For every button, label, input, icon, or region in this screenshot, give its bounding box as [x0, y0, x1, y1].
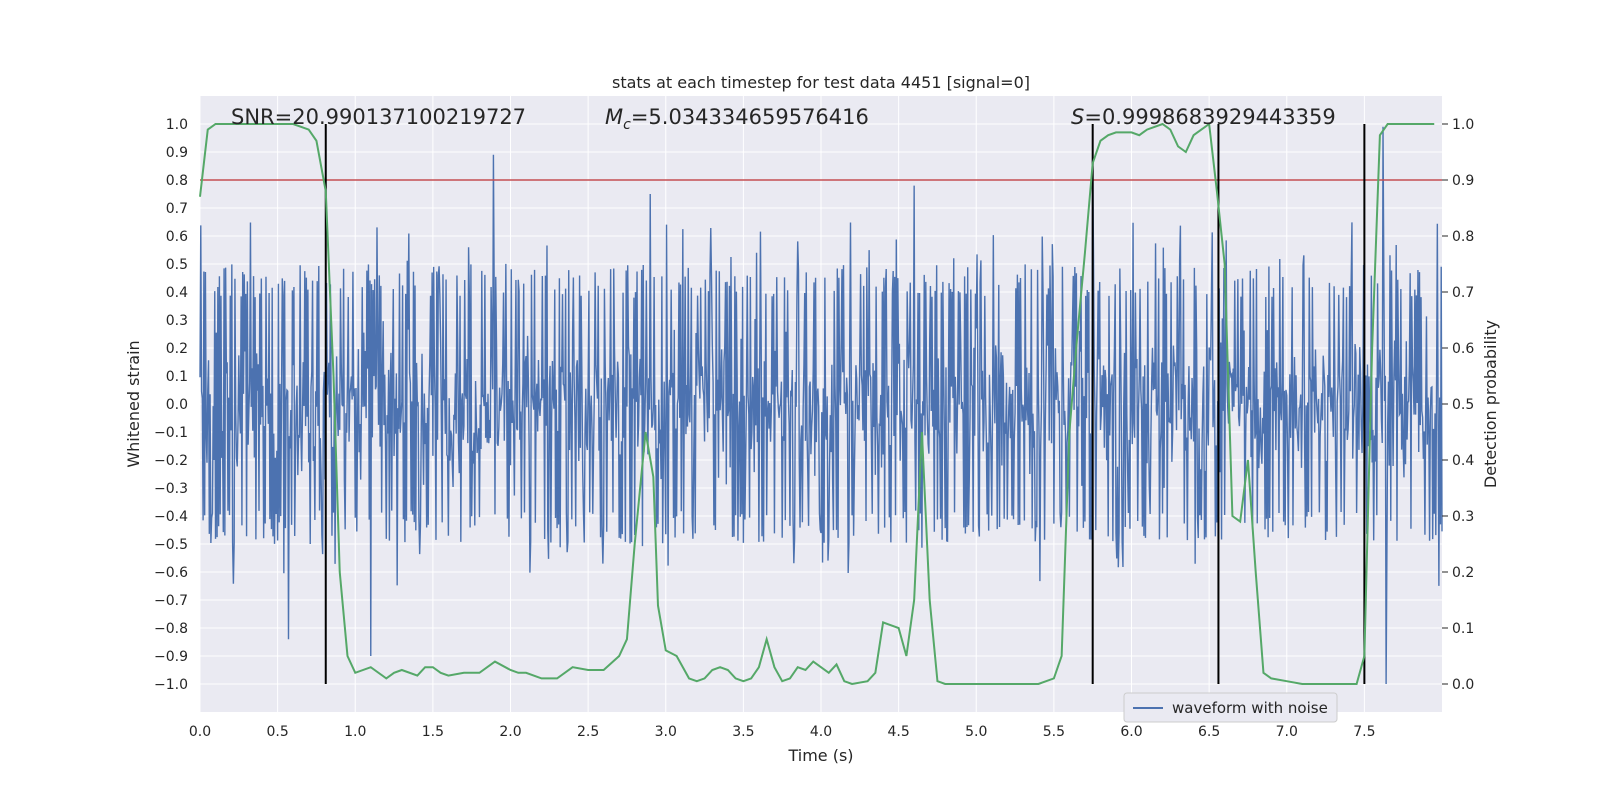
- y-right-tick-label: 0.1: [1452, 621, 1474, 637]
- x-axis-ticks: 0.0 0.5 1.0 1.5 2.0 2.5 3.0 3.5 4.0 4.5 5.0 5.5 6.0 6…: [189, 724, 1376, 740]
- x-tick-label: 5.0: [965, 724, 987, 740]
- y-right-tick-label: 0.8: [1452, 229, 1474, 245]
- y-tick-label: 0.3: [166, 313, 188, 329]
- left-axis-ticks: −1.0 −0.9 −0.8 −0.7 −0.6 −0.5 −0.4 −0.3 −0.2 −0.1…: [154, 117, 188, 693]
- x-tick-label: 4.5: [887, 724, 909, 740]
- x-tick-label: 4.0: [810, 724, 832, 740]
- legend-box: [1123, 692, 1338, 723]
- score-annotation: S=0.9998683929443359: [1071, 105, 1336, 129]
- x-axis-label: Time (s): [787, 746, 853, 765]
- y-tick-label: −0.8: [154, 621, 188, 637]
- legend-label: waveform with noise: [1172, 699, 1328, 717]
- x-tick-label: 3.5: [732, 724, 754, 740]
- chart-title: stats at each timestep for test data 445…: [612, 73, 1030, 92]
- x-tick-label: 6.0: [1120, 724, 1142, 740]
- x-tick-label: 2.0: [499, 724, 521, 740]
- y-right-tick-label: 1.0: [1452, 117, 1474, 133]
- y-right-tick-label: 0.4: [1452, 453, 1474, 469]
- y-tick-label: 0.9: [166, 145, 188, 161]
- y-tick-label: −0.1: [154, 425, 188, 441]
- y-right-tick-label: 0.2: [1452, 565, 1474, 581]
- y-tick-label: 0.8: [166, 173, 188, 189]
- y-tick-label: −0.3: [154, 481, 188, 497]
- x-tick-label: 3.0: [655, 724, 677, 740]
- y-tick-label: −1.0: [154, 677, 188, 693]
- vertical-markers: [324, 124, 1366, 684]
- x-tick-label: 1.5: [422, 724, 444, 740]
- x-tick-label: 5.5: [1043, 724, 1065, 740]
- y-tick-label: 1.0: [166, 117, 188, 133]
- x-tick-label: 2.5: [577, 724, 599, 740]
- y-tick-label: 0.6: [166, 229, 188, 245]
- y-tick-label: 0.7: [166, 201, 188, 217]
- chirp-mass-value: =5.034334659576416: [631, 105, 869, 129]
- y-tick-label: 0.5: [166, 257, 188, 273]
- probability-series: [199, 122, 1435, 686]
- legend: waveform with noise: [1123, 692, 1338, 723]
- waveform-series: [199, 126, 1443, 685]
- x-tick-label: 0.0: [189, 724, 211, 740]
- y-tick-label: 0.2: [166, 341, 188, 357]
- y-tick-label: −0.7: [154, 593, 188, 609]
- score-symbol: S: [1071, 105, 1084, 129]
- chirp-mass-symbol: M: [605, 105, 623, 129]
- y-right-tick-label: 0.9: [1452, 173, 1474, 189]
- y-tick-label: −0.9: [154, 649, 188, 665]
- score-value: =0.9998683929443359: [1084, 105, 1335, 129]
- y-tick-label: 0.1: [166, 369, 188, 385]
- x-tick-label: 7.0: [1276, 724, 1298, 740]
- y-axis-label: Whitened strain: [124, 340, 143, 467]
- y-right-tick-label: 0.0: [1452, 677, 1474, 693]
- chirp-mass-subscript: c: [623, 117, 631, 133]
- y-right-tick-label: 0.7: [1452, 285, 1474, 301]
- y-tick-label: −0.4: [154, 509, 188, 525]
- x-tick-label: 0.5: [266, 724, 288, 740]
- y-right-axis-label: Detection probability: [1481, 320, 1500, 488]
- x-tick-label: 7.5: [1353, 724, 1375, 740]
- y-right-tick-label: 0.5: [1452, 397, 1474, 413]
- y-tick-label: −0.2: [154, 453, 188, 469]
- snr-annotation: SNR=20.990137100219727: [231, 105, 526, 129]
- y-right-tick-label: 0.6: [1452, 341, 1474, 357]
- waveform-line: [199, 126, 1443, 685]
- chirp-mass-annotation: Mc=5.034334659576416: [605, 105, 869, 133]
- y-tick-label: 0.0: [166, 397, 188, 413]
- y-tick-label: −0.5: [154, 537, 188, 553]
- x-tick-label: 1.0: [344, 724, 366, 740]
- right-axis-ticks: 0.0 0.1 0.2 0.3 0.4 0.5 0.6 0.7 0.8 0.9 1.0: [1442, 117, 1474, 693]
- y-tick-label: −0.6: [154, 565, 188, 581]
- y-right-tick-label: 0.3: [1452, 509, 1474, 525]
- y-tick-label: 0.4: [166, 285, 188, 301]
- x-tick-label: 6.5: [1198, 724, 1220, 740]
- detection-probability-line: [199, 122, 1435, 686]
